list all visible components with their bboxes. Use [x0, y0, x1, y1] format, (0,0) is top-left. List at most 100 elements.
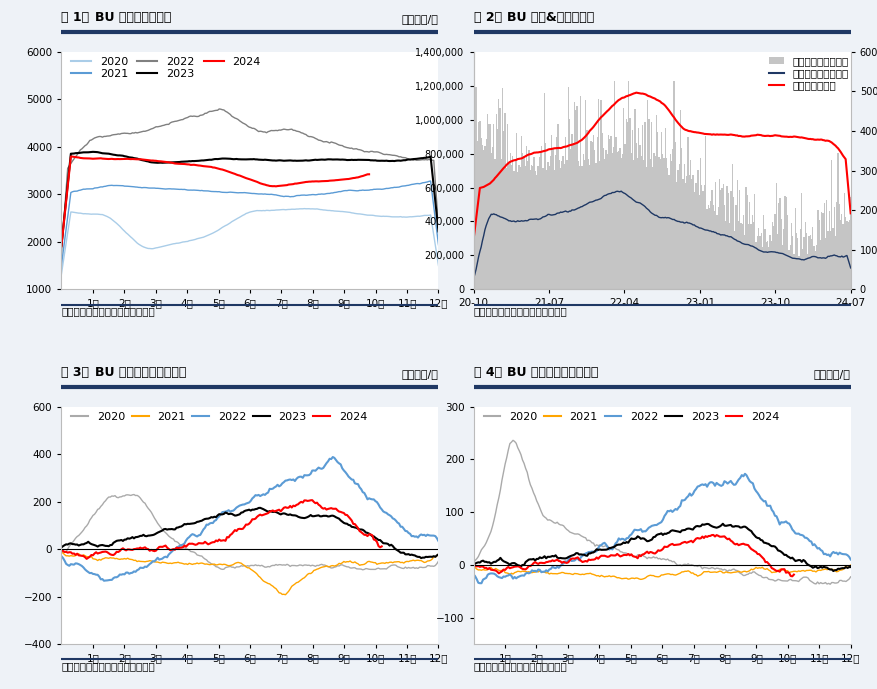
- Bar: [555, 155, 556, 289]
- Bar: [826, 200, 827, 289]
- Bar: [845, 216, 846, 289]
- Bar: [794, 254, 795, 289]
- Bar: [685, 183, 686, 289]
- Bar: [797, 238, 798, 289]
- Bar: [501, 158, 502, 289]
- Bar: [650, 158, 651, 289]
- Bar: [599, 161, 601, 289]
- Bar: [556, 137, 558, 289]
- Legend: 2020, 2021, 2022, 2023, 2024: 2020, 2021, 2022, 2023, 2024: [67, 52, 265, 83]
- Bar: [798, 256, 800, 289]
- Bar: [551, 135, 553, 289]
- Bar: [639, 145, 641, 289]
- Legend: 成交量（左轴，手）, 持仓量（左轴，手）, 沥青主力收盘价: 成交量（左轴，手）, 持仓量（左轴，手）, 沥青主力收盘价: [765, 52, 853, 94]
- Bar: [643, 160, 645, 289]
- Bar: [522, 154, 524, 289]
- Bar: [515, 161, 516, 289]
- Bar: [766, 241, 768, 289]
- Bar: [641, 156, 642, 289]
- Bar: [708, 205, 709, 289]
- Text: 数据来源：钢联、海通期货研究所: 数据来源：钢联、海通期货研究所: [474, 661, 567, 672]
- Bar: [540, 151, 541, 289]
- Bar: [607, 154, 608, 289]
- Bar: [610, 136, 611, 289]
- Bar: [720, 190, 722, 289]
- Bar: [696, 183, 697, 289]
- Bar: [784, 196, 786, 289]
- Bar: [807, 254, 809, 289]
- Bar: [636, 143, 637, 289]
- Bar: [748, 225, 749, 289]
- Bar: [668, 175, 670, 289]
- Bar: [832, 227, 834, 289]
- Bar: [601, 100, 602, 289]
- Bar: [570, 149, 571, 289]
- Bar: [518, 165, 519, 289]
- Bar: [821, 212, 823, 289]
- Bar: [791, 223, 792, 289]
- Bar: [561, 161, 562, 289]
- Text: 图 2：: 图 2：: [474, 11, 502, 24]
- Bar: [737, 180, 738, 289]
- Bar: [827, 231, 829, 289]
- Bar: [576, 106, 578, 289]
- Bar: [637, 158, 638, 289]
- Text: 单位：元/吨: 单位：元/吨: [814, 369, 851, 379]
- Text: 图 4：: 图 4：: [474, 366, 502, 379]
- Bar: [835, 236, 836, 289]
- Bar: [693, 175, 694, 289]
- Bar: [811, 239, 812, 289]
- Bar: [560, 167, 561, 289]
- Bar: [512, 156, 513, 289]
- Bar: [663, 158, 665, 289]
- Bar: [623, 108, 624, 289]
- Bar: [634, 109, 636, 289]
- Bar: [598, 99, 599, 289]
- Bar: [507, 124, 509, 289]
- Bar: [521, 136, 522, 289]
- Bar: [547, 162, 549, 289]
- Bar: [769, 235, 771, 289]
- Bar: [590, 141, 591, 289]
- Bar: [838, 204, 840, 289]
- Bar: [529, 150, 530, 289]
- Text: BU 连一与连三合约月差: BU 连一与连三合约月差: [95, 366, 186, 379]
- Bar: [506, 167, 507, 289]
- Bar: [763, 214, 764, 289]
- Bar: [594, 150, 595, 289]
- Bar: [559, 160, 560, 289]
- Bar: [705, 136, 706, 289]
- Bar: [703, 185, 705, 289]
- Bar: [495, 159, 496, 289]
- Bar: [760, 234, 762, 289]
- Bar: [755, 242, 757, 289]
- Bar: [674, 141, 676, 289]
- Bar: [744, 235, 745, 289]
- Bar: [486, 139, 487, 289]
- Bar: [571, 134, 573, 289]
- Bar: [717, 207, 719, 289]
- Bar: [667, 168, 668, 289]
- Bar: [733, 198, 734, 289]
- Bar: [569, 119, 570, 289]
- Bar: [783, 229, 784, 289]
- Bar: [585, 100, 587, 289]
- Bar: [665, 128, 666, 289]
- Bar: [775, 183, 777, 289]
- Text: 图 3：: 图 3：: [61, 366, 89, 379]
- Bar: [802, 249, 803, 289]
- Text: 数据来源：钢联、海通期货研究所: 数据来源：钢联、海通期货研究所: [474, 307, 567, 317]
- Bar: [656, 114, 657, 289]
- Bar: [787, 215, 788, 289]
- Bar: [487, 114, 488, 289]
- Bar: [562, 156, 564, 289]
- Bar: [584, 161, 585, 289]
- Bar: [627, 122, 628, 289]
- Bar: [709, 208, 710, 289]
- Legend: 2020, 2021, 2022, 2023, 2024: 2020, 2021, 2022, 2023, 2024: [67, 407, 372, 426]
- Bar: [673, 149, 674, 289]
- Bar: [831, 161, 832, 289]
- Bar: [473, 92, 474, 289]
- Bar: [777, 234, 778, 289]
- Bar: [726, 186, 728, 289]
